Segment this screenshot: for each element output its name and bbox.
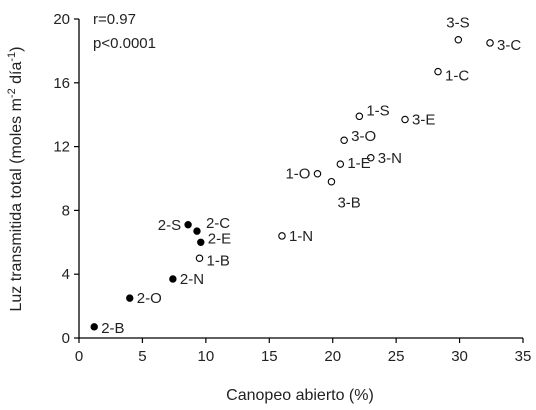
point-label-1-n: 1-N <box>289 228 313 245</box>
data-point-2-n <box>169 275 177 283</box>
x-tick-label: 15 <box>261 348 278 365</box>
point-label-2-s: 2-S <box>158 217 181 234</box>
x-tick-label: 35 <box>515 348 532 365</box>
x-tick-label: 5 <box>138 348 146 365</box>
y-axis-label-end: ) <box>8 47 25 52</box>
y-axis-label-sup2: -1 <box>6 52 18 62</box>
x-tick-label: 0 <box>75 348 83 365</box>
point-label-3-b: 3-B <box>337 195 360 212</box>
data-point-1-s <box>355 112 364 121</box>
data-point-2-e <box>197 238 205 246</box>
data-point-3-o <box>340 136 348 144</box>
stat-p: p<0.0001 <box>93 35 156 52</box>
point-label-1-c: 1-C <box>445 68 469 85</box>
data-point-1-n <box>278 232 286 240</box>
x-tick-label: 10 <box>198 348 215 365</box>
data-point-2-o <box>126 294 134 302</box>
point-label-2-e: 2-E <box>208 230 231 247</box>
data-point-1-o <box>313 169 322 178</box>
data-point-2-c <box>193 227 201 235</box>
x-axis-label: Canopeo abierto (%) <box>226 387 374 404</box>
point-label-3-o: 3-O <box>351 128 376 145</box>
point-label-1-o: 1-O <box>285 166 310 183</box>
y-axis-label: Luz transmitida total (moles m-2 día-1) <box>6 47 25 312</box>
y-tick-label: 8 <box>62 202 70 219</box>
point-label-2-b: 2-B <box>101 320 124 337</box>
data-point-2-s <box>184 221 192 229</box>
data-point-3-b <box>327 177 336 186</box>
y-tick-label: 20 <box>53 11 70 28</box>
y-axis-label-mid: día <box>8 62 25 89</box>
data-point-3-c <box>486 39 494 47</box>
data-point-3-n <box>367 154 375 162</box>
data-points <box>90 35 494 331</box>
point-label-1-s: 1-S <box>366 102 389 119</box>
y-tick-label: 12 <box>53 139 70 156</box>
axis-ticks: 0 5 10 15 20 25 30 35 0 4 8 12 16 20 <box>53 11 531 365</box>
data-point-1-b <box>195 254 204 263</box>
data-point-2-b <box>90 323 98 331</box>
y-tick-label: 4 <box>62 266 70 283</box>
y-axis-label-sup1: -2 <box>6 88 18 98</box>
point-label-3-n: 3-N <box>378 150 402 167</box>
x-tick-label: 20 <box>324 348 341 365</box>
point-label-3-s: 3-S <box>446 15 469 32</box>
x-tick-label: 30 <box>451 348 468 365</box>
point-label-1-e: 1-E <box>347 155 370 172</box>
point-label-3-e: 3-E <box>412 111 435 128</box>
data-point-3-e <box>401 115 409 124</box>
point-label-3-c: 3-C <box>497 37 521 54</box>
y-tick-label: 0 <box>62 330 70 347</box>
data-point-1-e <box>336 160 345 168</box>
point-label-2-n: 2-N <box>180 271 204 288</box>
point-labels: 2-B 2-O 2-N 2-S 2-C2-E 1-B 1-N 1-O 3-B 1-E 3-O3-N 1… <box>101 15 521 337</box>
axes <box>78 19 523 339</box>
point-label-1-b: 1-B <box>207 252 230 269</box>
point-label-2-o: 2-O <box>137 290 162 307</box>
data-point-1-c <box>434 67 442 76</box>
y-axis-label-main: Luz transmitida total (moles m <box>8 98 25 311</box>
stat-r: r=0.97 <box>93 11 136 28</box>
point-label-2-c: 2-C <box>206 215 230 232</box>
data-point-3-s <box>454 35 463 44</box>
y-tick-label: 16 <box>53 75 70 92</box>
x-tick-label: 25 <box>388 348 405 365</box>
